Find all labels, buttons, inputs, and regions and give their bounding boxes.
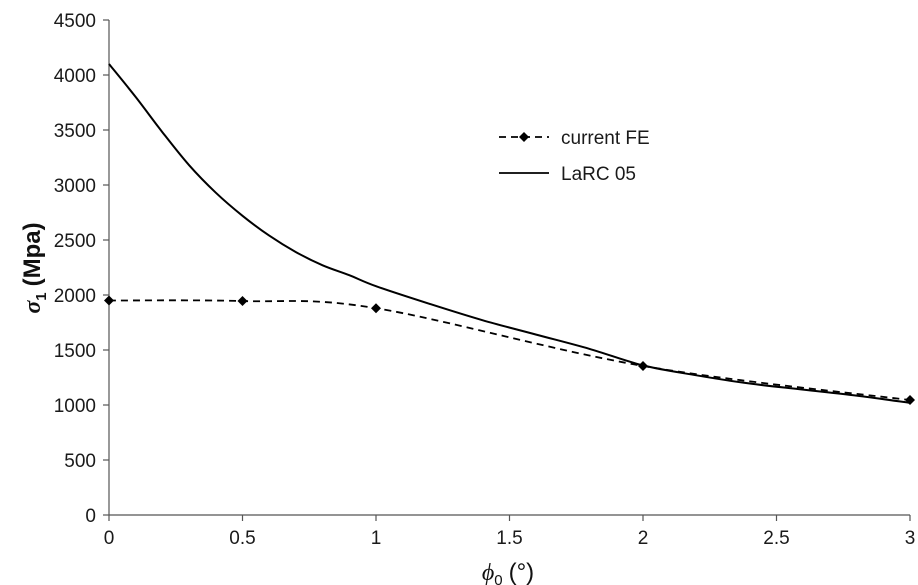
x-tick-label: 1.5 [496,528,522,549]
series-layer [104,63,915,406]
x-axis-unit: (°) [509,559,535,585]
series-1-marker [905,395,915,406]
legend-series-1-marker [519,132,529,142]
y-tick-label: 2000 [54,286,96,307]
x-tick-label: 2 [638,528,649,549]
y-tick-label: 3000 [54,176,96,197]
y-axis-subscript: 1 [33,292,50,300]
legend-series-1-label: current FE [561,128,650,149]
x-tick-label: 3 [905,528,916,549]
y-tick-label: 1000 [54,396,96,417]
y-tick-group: 0 500 1000 1500 2000 2500 3000 3500 4000 4500 [54,11,109,527]
y-tick-label: 0 [85,506,96,527]
series-2-line [108,63,911,404]
x-axis-symbol: ϕ [482,560,494,585]
series-1-marker [104,295,114,306]
axes [108,20,910,516]
x-tick-label: 2.5 [763,528,789,549]
x-tick-label: 1 [371,528,382,549]
y-axis-symbol: σ [20,300,46,314]
series-1-marker [371,303,381,314]
y-tick-label: 3500 [54,121,96,142]
legend-series-2-label: LaRC 05 [561,164,636,185]
y-tick-label: 4000 [54,66,96,87]
y-tick-label: 1500 [54,341,96,362]
legend: current FE LaRC 05 [499,128,650,185]
y-tick-label: 4500 [54,11,96,32]
x-tick-label: 0.5 [229,528,255,549]
series-1-line [108,299,911,401]
y-tick-label: 500 [64,451,96,472]
x-axis-title: ϕ0 (°) [482,559,534,585]
x-tick-label: 0 [104,528,115,549]
y-axis-title: σ1 (Mpa) [19,222,50,313]
y-axis-unit: (Mpa) [19,222,46,286]
y-tick-label: 2500 [54,231,96,252]
x-axis-subscript: 0 [494,572,502,585]
series-1-marker [237,296,248,307]
x-tick-group: 0 0.5 1 1.5 2 2.5 3 [104,515,916,549]
